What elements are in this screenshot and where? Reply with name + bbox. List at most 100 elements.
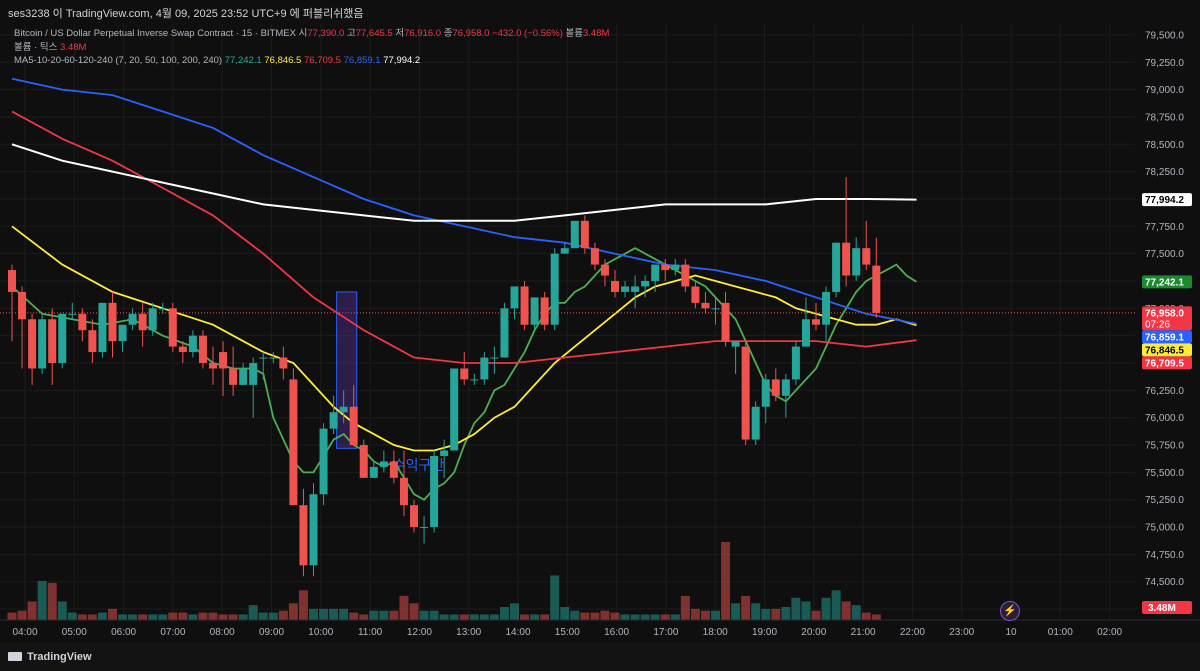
volume-bar <box>600 610 610 620</box>
candle-body <box>711 308 720 310</box>
candle-body <box>158 308 167 310</box>
candle-body <box>339 406 348 413</box>
volume-bar <box>298 590 308 620</box>
volume-bar <box>178 612 188 620</box>
symbol-title[interactable]: Bitcoin / US Dollar Perpetual Inverse Sw… <box>14 28 296 39</box>
volume-bar <box>238 614 248 620</box>
volume-bar <box>379 610 389 620</box>
x-tick-label: 10 <box>1005 627 1017 638</box>
volume-bar <box>711 610 720 620</box>
ma-indicator-row[interactable]: MA5-10-20-60-120-240 (7, 20, 50, 100, 20… <box>14 54 609 68</box>
candle-body <box>540 297 549 325</box>
x-tick-label: 02:00 <box>1097 627 1122 638</box>
x-tick-label: 19:00 <box>752 627 777 638</box>
volume-bar <box>831 590 841 620</box>
price-tag-label: 77,994.2 <box>1145 195 1184 206</box>
candle-body <box>641 280 650 287</box>
candle-body <box>68 313 77 315</box>
volume-bar <box>751 603 761 620</box>
x-tick-label: 07:00 <box>160 627 185 638</box>
volume-bar <box>258 612 268 620</box>
price-tag-label: 76,958.0 <box>1145 308 1184 319</box>
x-tick-label: 15:00 <box>555 627 580 638</box>
candle-body <box>319 428 328 495</box>
ma100-value: 76,859.1 <box>343 55 381 66</box>
volume-bar <box>670 614 680 620</box>
candle-body <box>48 319 57 364</box>
candle-body <box>349 406 358 446</box>
candle-body <box>781 379 790 396</box>
candle-body <box>872 265 881 313</box>
ma50-value: 76,709.5 <box>303 55 341 66</box>
price-tag-label: 76,846.5 <box>1145 345 1184 356</box>
volume-bar <box>489 614 499 620</box>
ma-line-ma100 <box>11 77 917 325</box>
volume-bar <box>469 614 479 620</box>
candle-body <box>108 302 117 342</box>
ma20-value: 76,846.5 <box>264 55 302 66</box>
volume-bar <box>550 575 560 620</box>
candle-body <box>299 505 308 566</box>
ma-indicator-label[interactable]: MA5-10-20-60-120-240 (7, 20, 50, 100, 20… <box>14 55 223 66</box>
y-tick-label: 77,500.0 <box>1145 249 1184 260</box>
volume-bar <box>741 595 751 620</box>
change-value: −432.0 (−0.56%) <box>492 28 563 39</box>
candle-body <box>621 286 630 292</box>
volume-indicator-label[interactable]: 볼륨 · 틱스 <box>14 41 58 53</box>
candle-body <box>691 286 700 303</box>
volume-bar <box>801 601 811 620</box>
price-chart[interactable]: 수익구간79,500.079,250.079,000.078,750.078,5… <box>0 24 1200 643</box>
candle-body <box>359 445 368 478</box>
candle-body <box>801 319 810 347</box>
volume-bar <box>47 582 57 620</box>
candle-body <box>239 368 248 385</box>
volume-indicator-row[interactable]: 볼륨 · 틱스 3.48M <box>14 41 609 55</box>
candle-body <box>550 253 559 325</box>
candle-body <box>269 357 278 359</box>
volume-bar <box>690 608 700 620</box>
candle-body <box>812 319 820 325</box>
x-tick-label: 11:00 <box>358 627 383 638</box>
volume-bar <box>419 610 429 620</box>
candle-body <box>209 363 217 369</box>
low-value: 76,916.0 <box>404 28 442 39</box>
candle-body <box>731 341 740 347</box>
close-value: 76,958.0 <box>452 28 490 39</box>
open-label: 시 <box>298 28 308 39</box>
volume-bar <box>449 614 459 620</box>
volume-bar <box>87 614 97 620</box>
y-tick-label: 78,500.0 <box>1145 140 1184 151</box>
volume-bar <box>138 614 148 620</box>
candle-body <box>741 346 750 440</box>
price-tag-countdown: 07:26 <box>1145 319 1170 330</box>
candle-body <box>721 302 730 342</box>
x-tick-label: 01:00 <box>1048 627 1073 638</box>
tradingview-logo-icon <box>8 652 22 661</box>
open-value: 77,390.0 <box>307 28 345 39</box>
candle-body <box>842 242 851 276</box>
y-tick-label: 79,250.0 <box>1145 58 1184 69</box>
candle-body <box>369 466 378 478</box>
tradingview-logo[interactable]: TradingView <box>8 651 92 663</box>
candle-body <box>671 264 680 271</box>
candle-body <box>98 302 107 353</box>
x-tick-label: 10:00 <box>308 627 333 638</box>
price-tag-label: 76,859.1 <box>1145 332 1184 343</box>
volume-bar <box>17 610 27 620</box>
candle-body <box>279 357 288 369</box>
volume-bar <box>540 614 550 620</box>
candle-body <box>379 461 388 467</box>
alert-bolt-icon[interactable]: ⚡ <box>1000 601 1020 621</box>
volume-bar <box>570 610 580 620</box>
volume-bar <box>499 607 509 620</box>
volume-bar <box>590 612 600 620</box>
candle-body <box>389 461 398 478</box>
volume-bar <box>389 610 399 620</box>
symbol-row[interactable]: Bitcoin / US Dollar Perpetual Inverse Sw… <box>14 27 609 41</box>
candle-body <box>681 264 690 287</box>
candle-body <box>128 313 137 325</box>
chart-legend: Bitcoin / US Dollar Perpetual Inverse Sw… <box>14 27 609 68</box>
volume-bar <box>700 610 710 620</box>
volume-bar <box>198 612 208 620</box>
x-tick-label: 16:00 <box>604 627 629 638</box>
